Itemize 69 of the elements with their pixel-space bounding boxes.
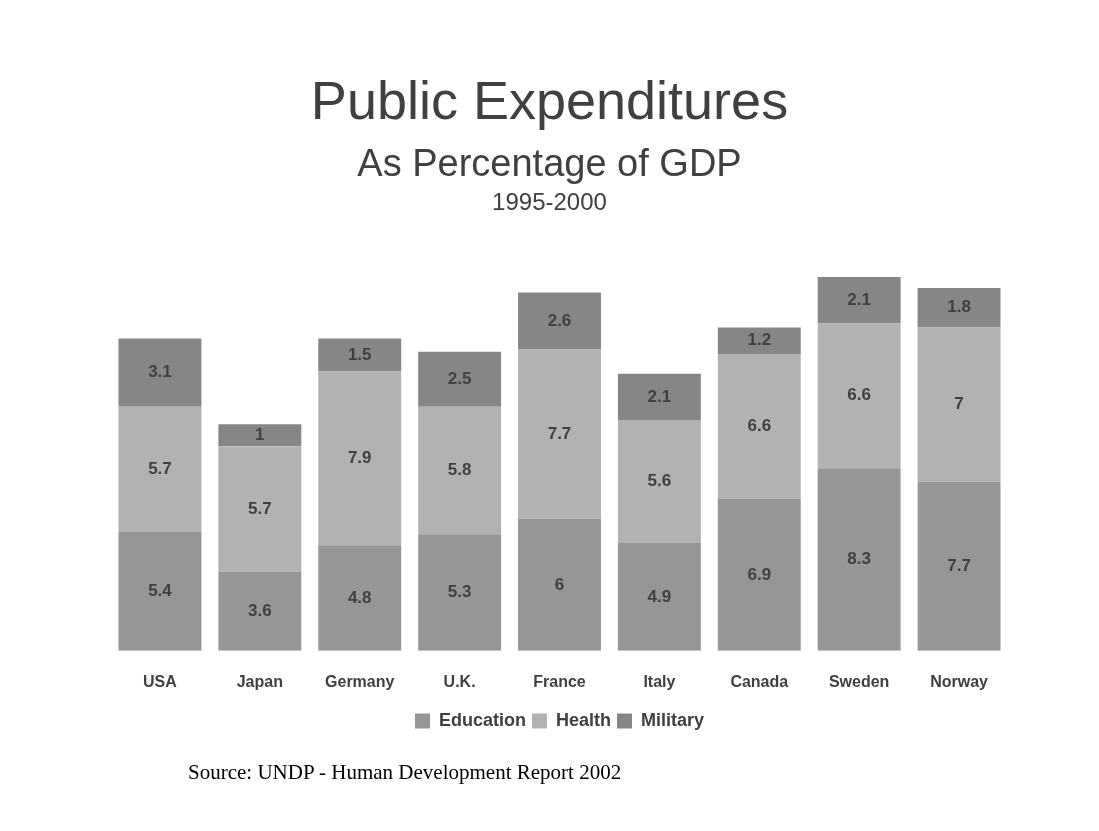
- legend-label: Health: [555, 709, 611, 730]
- data-label: 8.3: [847, 549, 871, 569]
- data-label: 6.6: [747, 416, 772, 436]
- bar: [218, 446, 302, 572]
- data-label: 5.8: [447, 460, 472, 480]
- bar: [418, 534, 502, 651]
- bar: [817, 468, 901, 651]
- data-label: 4.8: [347, 587, 372, 607]
- x-tick-label: Japan: [236, 672, 283, 690]
- bar: [218, 571, 302, 651]
- bar: [518, 292, 601, 350]
- data-label: 6: [554, 574, 565, 594]
- bar: [518, 518, 601, 651]
- bar: [717, 353, 801, 500]
- data-label: 2.5: [447, 368, 472, 388]
- data-label: 1.8: [947, 297, 971, 317]
- bar: [617, 543, 701, 651]
- bar: [418, 351, 502, 407]
- chart-subtitle: As Percentage of GDP 1995-2000: [356, 141, 743, 217]
- data-label: 1: [255, 425, 265, 444]
- bar: [717, 327, 801, 354]
- data-label: 5.4: [148, 581, 173, 601]
- bar: [118, 532, 202, 651]
- bar: [318, 545, 402, 651]
- data-label: 5.7: [248, 498, 272, 518]
- x-tick-label: Germany: [325, 672, 395, 690]
- bar: [817, 323, 901, 469]
- data-label: 5.3: [447, 582, 472, 602]
- data-label: 1.5: [347, 344, 372, 364]
- x-tick-label: Italy: [643, 672, 676, 690]
- bar: [917, 327, 1001, 482]
- x-tick-label: Canada: [730, 672, 789, 690]
- chart-title: Public Expenditures: [309, 70, 790, 130]
- x-tick-label: USA: [143, 672, 178, 690]
- data-label: 6.6: [847, 385, 871, 405]
- data-label: 2.6: [547, 310, 572, 330]
- source-note: Source: UNDP - Human Development Report 2002: [188, 760, 622, 785]
- data-label: 7: [954, 394, 964, 414]
- bar: [118, 406, 202, 533]
- data-label: 3.1: [148, 362, 172, 382]
- bar: [518, 349, 601, 519]
- x-tick-label: U.K.: [443, 672, 476, 690]
- bar: [218, 424, 302, 447]
- x-tick-label: Sweden: [828, 672, 890, 690]
- bar: [617, 373, 701, 420]
- x-tick-label: France: [533, 672, 586, 690]
- data-label: 7.7: [547, 423, 572, 443]
- data-label: 2.1: [847, 289, 871, 309]
- bar: [318, 371, 402, 546]
- data-label: 4.9: [647, 586, 672, 606]
- bar: [617, 419, 701, 544]
- bar: [418, 406, 502, 535]
- bar: [717, 499, 801, 651]
- legend-label: Military: [641, 709, 705, 730]
- data-label: 3.6: [248, 600, 272, 620]
- x-tick-label: Norway: [930, 672, 989, 690]
- bar: [817, 276, 901, 324]
- data-label: 6.9: [747, 564, 772, 584]
- data-label: 5.6: [647, 471, 672, 491]
- bar: [917, 287, 1001, 328]
- data-label: 7.9: [347, 448, 372, 468]
- data-label: 2.1: [647, 386, 672, 406]
- bar: [318, 338, 402, 372]
- data-label: 1.2: [747, 330, 772, 350]
- legend-label: Education: [438, 709, 526, 730]
- bar: [917, 481, 1001, 651]
- data-label: 7.7: [947, 555, 971, 575]
- data-label: 5.7: [148, 459, 172, 479]
- bar: [118, 338, 202, 407]
